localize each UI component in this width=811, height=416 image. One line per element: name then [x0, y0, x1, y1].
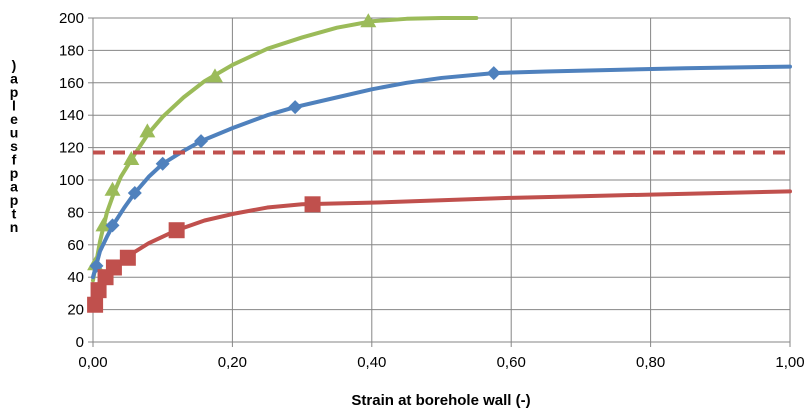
data-point-square — [87, 296, 104, 313]
x-tick-label: 0,00 — [78, 354, 107, 371]
y-tick-label: 180 — [59, 42, 84, 59]
y-axis-title-glyph: u — [10, 125, 19, 141]
data-point-diamond — [486, 66, 501, 81]
y-axis-title-glyph: l — [12, 98, 16, 114]
data-point-square — [90, 282, 107, 299]
y-axis-title-glyph: a — [10, 71, 18, 87]
y-tick-label: 0 — [76, 334, 84, 351]
series-line — [91, 64, 792, 280]
y-tick-label: 40 — [67, 269, 84, 286]
y-tick-label: 140 — [59, 107, 84, 124]
y-tick-label: 80 — [67, 204, 84, 221]
y-tick-label: 200 — [59, 10, 84, 27]
x-tick-label: 1,00 — [775, 354, 804, 371]
x-axis-title: Strain at borehole wall (-) — [351, 392, 530, 409]
grid-lines — [93, 17, 791, 342]
y-tick-label: 60 — [67, 237, 84, 254]
x-tick-label: 0,80 — [636, 354, 665, 371]
x-tick-label: 0,60 — [497, 354, 526, 371]
x-tick-label: 0,20 — [218, 354, 247, 371]
y-axis-title-glyph: p — [10, 165, 19, 181]
y-tick-label: 120 — [59, 140, 84, 157]
tick-labels: 0 20 40 60 80 100 120 140 160 180 200 0,00 0,20 0,40 0… — [59, 10, 805, 371]
y-axis-title-glyph: ) — [12, 57, 17, 73]
y-axis-title-glyph: a — [10, 179, 18, 195]
series-2 — [87, 189, 792, 313]
y-axis-title-glyph: n — [10, 219, 19, 235]
y-tick-label: 20 — [67, 302, 84, 319]
y-axis-title-glyph: t — [12, 206, 17, 222]
series-line — [91, 16, 479, 283]
data-point-triangle — [123, 150, 140, 165]
data-point-square — [105, 259, 122, 276]
x-tick-label: 0,40 — [357, 354, 386, 371]
data-point-triangle — [139, 123, 156, 138]
data-point-diamond — [155, 156, 170, 171]
data-point-triangle — [95, 217, 112, 232]
data-point-triangle — [206, 68, 223, 83]
y-tick-label: 160 — [59, 75, 84, 92]
data-point-square — [119, 249, 136, 266]
y-axis-title-glyph: e — [10, 111, 18, 127]
data-point-triangle — [104, 181, 121, 196]
data-point-square — [304, 196, 321, 213]
series-layer — [87, 13, 792, 313]
data-point-diamond — [105, 218, 120, 233]
data-point-square — [168, 222, 185, 239]
data-point-diamond — [194, 134, 209, 149]
y-axis-title-glyph: p — [10, 192, 19, 208]
y-axis-title-glyph: f — [12, 152, 17, 168]
y-axis-title-glyph: p — [10, 84, 19, 100]
y-axis-title-glyph: s — [10, 138, 18, 154]
series-1 — [89, 64, 792, 280]
data-point-diamond — [127, 185, 142, 200]
data-point-triangle — [360, 13, 377, 28]
series-0 — [87, 13, 479, 283]
data-point-diamond — [288, 100, 303, 115]
y-tick-label: 100 — [59, 172, 84, 189]
